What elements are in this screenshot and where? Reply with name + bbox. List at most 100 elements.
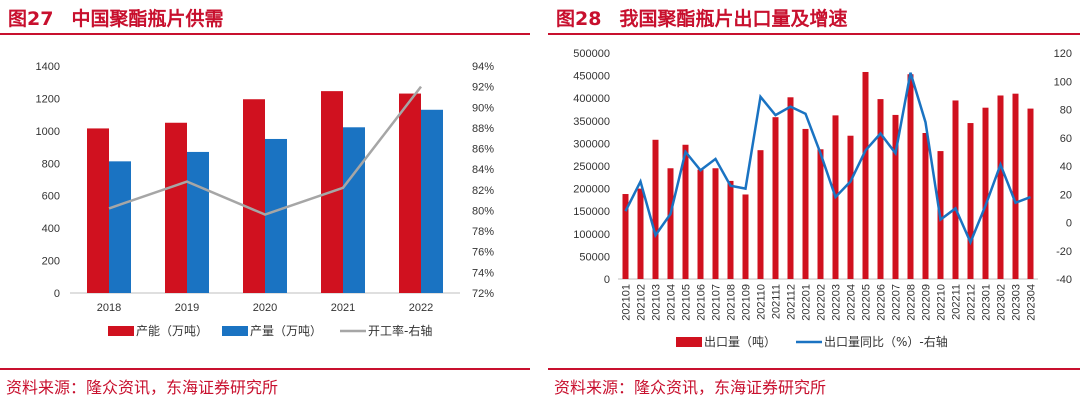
figure-number: 图28 bbox=[556, 8, 602, 30]
export-volume-bar bbox=[1027, 108, 1034, 279]
y-tick-label: 200 bbox=[42, 256, 60, 268]
legend-swatch bbox=[222, 326, 248, 336]
y-tick-label: 400 bbox=[42, 223, 60, 235]
y2-tick-label: 86% bbox=[472, 144, 494, 156]
y2-tick-label: 90% bbox=[472, 102, 494, 114]
export-volume-bar bbox=[667, 168, 674, 279]
x-tick-label: 202302 bbox=[996, 284, 1008, 321]
y2-tick-label: 94% bbox=[472, 61, 494, 73]
y2-tick-label: 120 bbox=[1054, 48, 1072, 60]
y-tick-label: 0 bbox=[604, 274, 610, 286]
y-tick-label: 600 bbox=[42, 191, 60, 203]
y-tick-label: 800 bbox=[42, 158, 60, 170]
y-tick-label: 150000 bbox=[573, 206, 610, 218]
x-tick-label: 202212 bbox=[966, 284, 978, 321]
export-volume-bar bbox=[682, 144, 689, 279]
export-volume-bar bbox=[862, 71, 869, 279]
export-volume-bar bbox=[1012, 93, 1019, 280]
y2-tick-label: 82% bbox=[472, 185, 494, 197]
output-bar bbox=[265, 138, 287, 293]
y2-tick-label: 0 bbox=[1066, 218, 1072, 230]
x-tick-label: 202203 bbox=[831, 284, 843, 321]
export-volume-bar bbox=[757, 150, 764, 279]
export-volume-bar bbox=[637, 188, 644, 279]
x-tick-label: 202205 bbox=[861, 284, 873, 321]
export-volume-bar bbox=[652, 139, 659, 279]
figure-title: 图27 中国聚酯瓶片供需 bbox=[8, 4, 223, 31]
x-tick-label: 202304 bbox=[1026, 284, 1038, 321]
legend-label: 产量（万吨） bbox=[250, 324, 322, 338]
x-tick-label: 202105 bbox=[681, 284, 693, 321]
x-tick-label: 202211 bbox=[951, 284, 963, 320]
y2-tick-label: 60 bbox=[1060, 133, 1072, 145]
x-tick-label: 202102 bbox=[636, 284, 648, 321]
capacity-bar bbox=[165, 122, 187, 293]
export-volume-bar bbox=[787, 97, 794, 279]
x-tick-label: 202201 bbox=[801, 284, 813, 321]
title-rule bbox=[0, 33, 530, 35]
x-tick-label: 202106 bbox=[696, 284, 708, 321]
x-tick-label: 2019 bbox=[175, 302, 199, 314]
y-tick-label: 1000 bbox=[36, 126, 60, 138]
export-volume-bar bbox=[847, 135, 854, 279]
figure-27-panel: 图27 中国聚酯瓶片供需 0 200 400 600 800 1000 1200 1400 72%… bbox=[0, 0, 530, 404]
y-tick-label: 100000 bbox=[573, 229, 610, 241]
capacity-bar bbox=[243, 99, 265, 293]
legend-label: 开工率-右轴 bbox=[368, 323, 432, 338]
export-volume-bar bbox=[982, 107, 989, 279]
export-volume-chart: 0 50000 100000 150000 200000 250000 300000 3500… bbox=[573, 48, 1072, 349]
capacity-bar bbox=[399, 93, 421, 293]
x-tick-label: 202101 bbox=[621, 284, 633, 321]
y2-tick-label: -40 bbox=[1056, 274, 1072, 286]
legend-swatch bbox=[676, 337, 702, 347]
y-tick-label: 300000 bbox=[573, 138, 610, 150]
figure-title: 图28 我国聚酯瓶片出口量及增速 bbox=[556, 4, 847, 31]
y2-tick-label: 76% bbox=[472, 247, 494, 259]
y2-tick-label: 80% bbox=[472, 205, 494, 217]
export-volume-bar bbox=[622, 194, 629, 279]
x-tick-label: 2018 bbox=[97, 302, 121, 314]
title-rule bbox=[548, 33, 1080, 35]
y-tick-label: 0 bbox=[54, 288, 60, 300]
x-tick-label: 202103 bbox=[651, 284, 663, 321]
export-volume-bar bbox=[742, 194, 749, 279]
x-tick-label: 2022 bbox=[409, 302, 433, 314]
legend-label: 出口量同比（%）-右轴 bbox=[824, 334, 948, 349]
export-volume-bar bbox=[997, 95, 1004, 279]
y-tick-label: 500000 bbox=[573, 48, 610, 60]
x-tick-label: 202107 bbox=[711, 284, 723, 321]
supply-demand-chart: 0 200 400 600 800 1000 1200 1400 72% 74% 76% 78% 80%… bbox=[36, 61, 495, 338]
x-tick-label: 202301 bbox=[981, 284, 993, 321]
figure-title-text: 我国聚酯瓶片出口量及增速 bbox=[619, 8, 848, 30]
y2-tick-label: 72% bbox=[472, 288, 494, 300]
output-bar bbox=[421, 109, 443, 294]
output-bar bbox=[109, 161, 131, 293]
x-tick-label: 202202 bbox=[816, 284, 828, 321]
y-tick-label: 450000 bbox=[573, 71, 610, 83]
x-tick-label: 202111 bbox=[771, 284, 783, 319]
export-volume-bar bbox=[877, 99, 884, 279]
export-volume-bar bbox=[727, 180, 734, 279]
export-volume-bar bbox=[772, 117, 779, 280]
output-bar bbox=[187, 151, 209, 293]
y-tick-label: 350000 bbox=[573, 116, 610, 128]
export-volume-bar bbox=[922, 133, 929, 279]
legend-label: 出口量（吨） bbox=[704, 335, 776, 349]
export-volume-bar bbox=[967, 123, 974, 279]
y2-tick-label: -20 bbox=[1056, 246, 1072, 258]
output-bar bbox=[343, 127, 365, 293]
source-note: 资料来源：隆众资讯，东海证券研究所 bbox=[554, 378, 827, 397]
export-volume-bar bbox=[712, 168, 719, 279]
x-tick-label: 202110 bbox=[756, 284, 768, 320]
y2-tick-label: 74% bbox=[472, 267, 494, 279]
x-tick-label: 2020 bbox=[253, 302, 277, 314]
y-tick-label: 1200 bbox=[36, 93, 60, 105]
y-tick-label: 200000 bbox=[573, 184, 610, 196]
export-volume-bar bbox=[697, 169, 704, 279]
y-tick-label: 250000 bbox=[573, 161, 610, 173]
x-tick-label: 202204 bbox=[846, 284, 858, 321]
x-tick-label: 202206 bbox=[876, 284, 888, 321]
export-volume-bar bbox=[952, 100, 959, 280]
x-tick-label: 202112 bbox=[786, 284, 798, 320]
y-tick-label: 1400 bbox=[36, 61, 60, 73]
